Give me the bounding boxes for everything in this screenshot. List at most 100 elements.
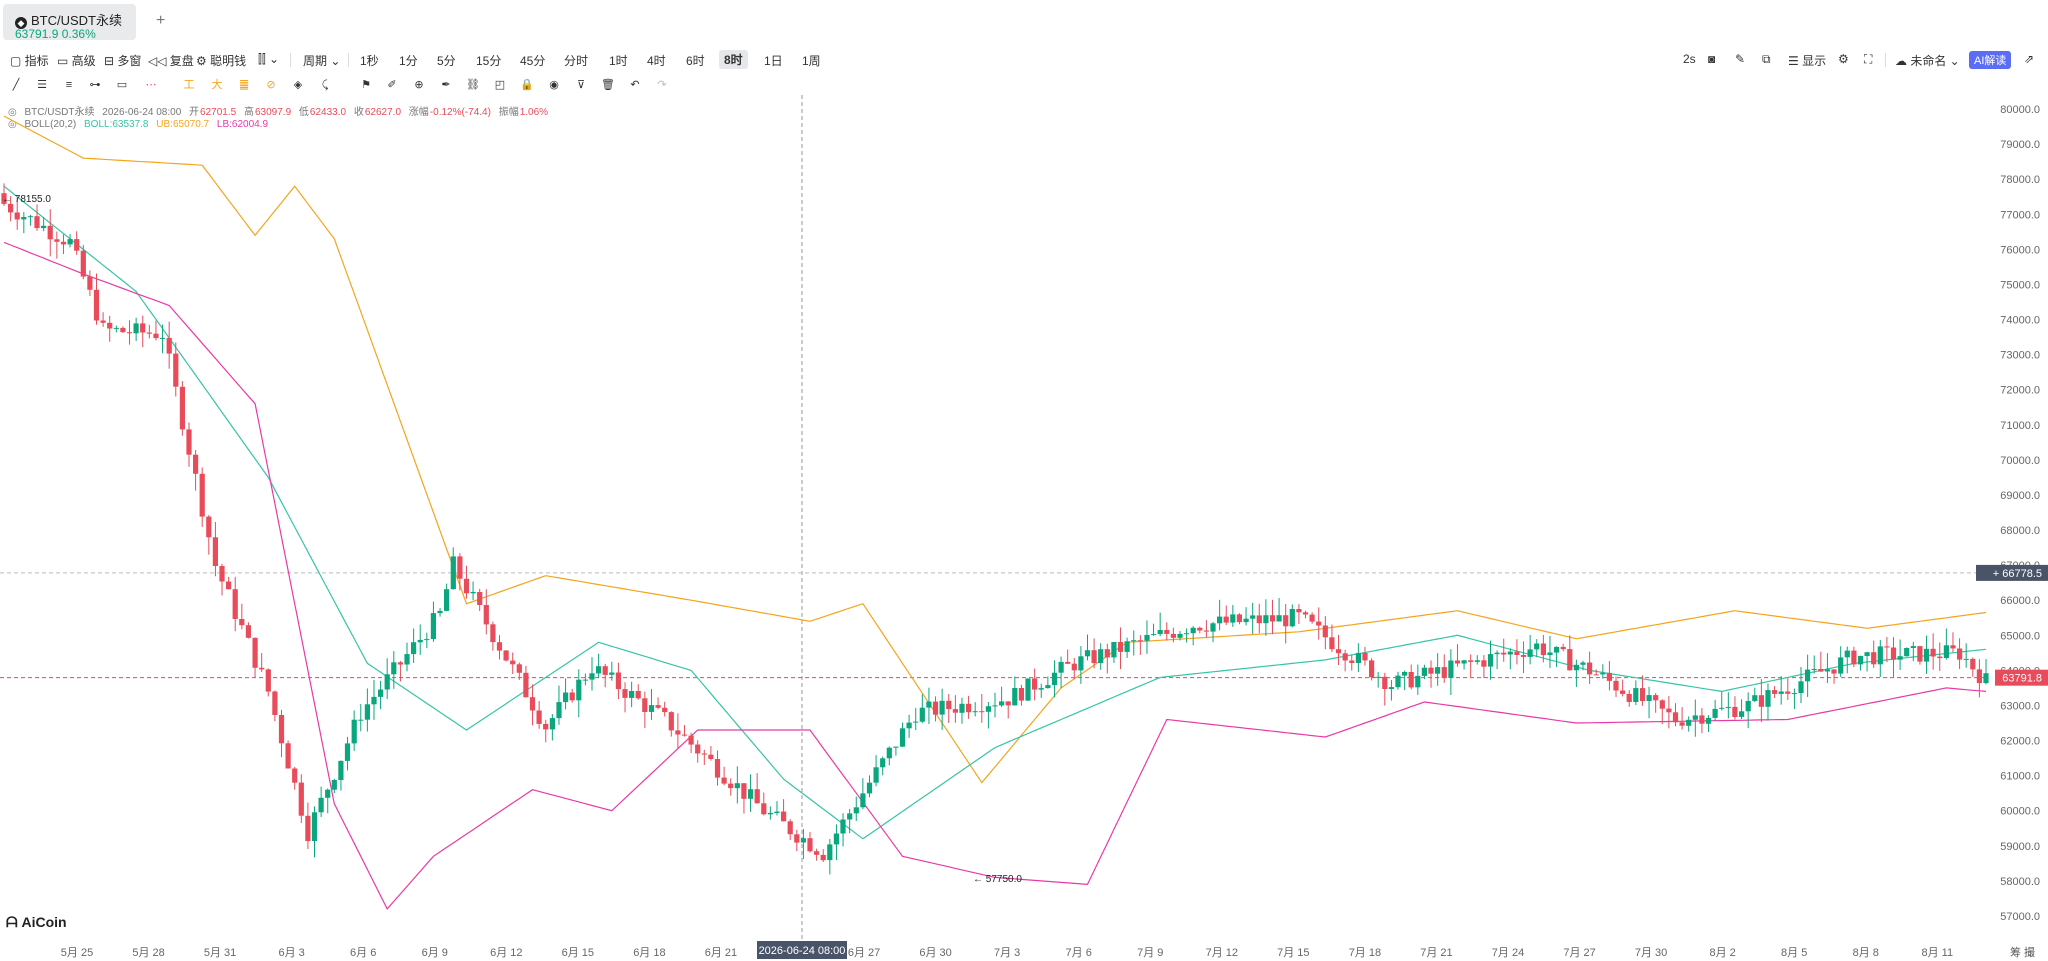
chart-type-button[interactable]: ⫿⫿ ⌄ (258, 52, 280, 66)
period-0-button[interactable]: 1秒 (360, 54, 379, 68)
arrow-icon[interactable]: ⤹ (321, 79, 329, 91)
candle-body (404, 654, 410, 665)
x-tick-label: 7月 9 (1137, 947, 1163, 959)
candle-body (992, 705, 998, 707)
rect-icon[interactable]: ▭ (116, 79, 128, 91)
period-9-button[interactable]: 8时 (719, 50, 748, 69)
toolbar-advanced-button[interactable]: ▭ 高级 (57, 54, 96, 68)
y-tick-label: 74000.0 (2000, 315, 2040, 327)
candle-body (1151, 634, 1157, 636)
eye-icon[interactable]: ◎ (8, 119, 17, 130)
candle-body (1045, 685, 1051, 689)
period-7-button[interactable]: 4时 (647, 54, 666, 68)
channel-icon[interactable]: ≡ (65, 79, 73, 91)
text-icon[interactable]: 大 (211, 79, 223, 91)
period-6-button[interactable]: 1时 (609, 54, 628, 68)
eye-icon[interactable]: ◉ (549, 79, 559, 91)
mark-icon[interactable]: ◈ (293, 79, 303, 91)
symbol-tab[interactable]: ◆ BTC/USDT永续 63791.9 0.36% (3, 4, 136, 41)
period-10-button[interactable]: 1日 (764, 54, 783, 68)
candle-body (1084, 650, 1091, 657)
period-8-button[interactable]: 6时 (686, 54, 705, 68)
candle-body (1851, 650, 1857, 665)
more-icon[interactable]: ⋯ (145, 79, 157, 91)
toolbar-divider (1885, 53, 1886, 67)
period-1-button[interactable]: 1分 (399, 54, 418, 68)
candle-body (523, 672, 529, 698)
candle-body (278, 715, 285, 744)
fullscreen-icon[interactable]: ⛶ (1864, 52, 1873, 66)
candle-body (1038, 688, 1044, 690)
undo-icon[interactable]: ↶ (630, 79, 640, 91)
share-icon[interactable]: ⧉ (1762, 52, 1771, 66)
toolbar-smart-button[interactable]: ⚙ 聪明钱 (196, 54, 247, 68)
candle-body (1699, 715, 1705, 724)
candle-body (1970, 658, 1976, 670)
period-4-button[interactable]: 45分 (520, 54, 546, 68)
y-tick-label: 73000.0 (2000, 350, 2040, 362)
layer-icon[interactable]: ◰ (494, 79, 506, 91)
layout-select[interactable]: ☁ 未命名 ⌄ (1895, 54, 1960, 68)
candle-body (1593, 674, 1599, 676)
period-select[interactable]: 周期 ⌄ (303, 54, 341, 68)
ray-icon[interactable]: ⊶ (89, 79, 101, 91)
boll-mid-value: BOLL:63537.8 (84, 119, 149, 130)
trend-line-icon[interactable]: ╱ (12, 79, 20, 91)
price-chart[interactable]: 80000.0 79000.0 78000.0 77000.0 76000.0 75000… (0, 95, 2048, 961)
pen-icon[interactable]: ✐ (387, 79, 397, 91)
ai-button[interactable]: AI解读 (1969, 51, 2012, 69)
candle-body (1554, 646, 1560, 653)
settings-icon[interactable]: ⚙ (1838, 52, 1849, 66)
candle-body (331, 780, 337, 790)
filter-icon[interactable]: ⊽ (576, 79, 586, 91)
pattern-icon[interactable]: ䷀ (239, 79, 249, 91)
x-tick-label: 8月 5 (1781, 947, 1807, 959)
candle-body (252, 637, 258, 668)
measure-icon[interactable]: ⊘ (266, 79, 276, 91)
external-icon[interactable]: ⇗ (2024, 52, 2035, 66)
eye-icon[interactable]: ◎ (8, 107, 17, 118)
edit-icon[interactable]: ✎ (1735, 52, 1746, 66)
lock-icon[interactable]: 🔒 (520, 79, 534, 91)
delete-icon[interactable]: 🗑 (601, 79, 615, 91)
toolbar-indicators-button[interactable]: ▢ 指标 (10, 54, 49, 68)
candle-body (146, 332, 152, 334)
camera-icon[interactable]: ◙ (1708, 52, 1716, 66)
candle-body (1461, 660, 1467, 664)
period-11-button[interactable]: 1周 (802, 54, 821, 68)
flag-icon[interactable]: ⚑ (361, 79, 371, 91)
crosshair-time-tag (757, 941, 847, 959)
candle-body (681, 734, 688, 736)
candle-body (1018, 688, 1024, 701)
candle-body (1963, 658, 1969, 660)
candle-body (239, 619, 245, 626)
candle-body (226, 581, 232, 590)
candle-body (1402, 672, 1408, 676)
link-icon[interactable]: ⛓ (466, 79, 480, 91)
toolbar-divider (348, 53, 349, 67)
x-tick-label: 6月 21 (705, 947, 737, 959)
period-3-button[interactable]: 15分 (476, 54, 502, 68)
period-2-button[interactable]: 5分 (437, 54, 456, 68)
x-tick-label: 8月 2 (1710, 947, 1736, 959)
redo-icon[interactable]: ↷ (657, 79, 667, 91)
candle-body (886, 747, 892, 759)
period-5-button[interactable]: 分时 (564, 54, 589, 68)
candle-body (840, 819, 846, 834)
toolbar-replay-button[interactable]: ◁◁ 复盘 (148, 54, 194, 68)
toolbar-multi-button[interactable]: ⊟ 多窗 (104, 54, 142, 68)
boll-name[interactable]: BOLL(20,2) (24, 119, 77, 130)
brush-icon[interactable]: ✒ (441, 79, 451, 91)
add-tab-button[interactable]: + (156, 12, 166, 29)
x-tick-label: 6月 18 (633, 947, 665, 959)
fib-icon[interactable]: 工 (183, 79, 195, 91)
display-button[interactable]: ☰ 显示 (1788, 54, 1827, 68)
hline-icon[interactable]: ☰ (37, 79, 47, 91)
candle-body (1421, 667, 1427, 676)
zoom-icon[interactable]: ⊕ (414, 79, 424, 91)
candle-body (1124, 641, 1130, 652)
refresh-interval[interactable]: 2s (1683, 52, 1696, 66)
candle-body (1395, 675, 1401, 688)
candle-body (1824, 669, 1830, 672)
candle-body (1170, 633, 1176, 638)
